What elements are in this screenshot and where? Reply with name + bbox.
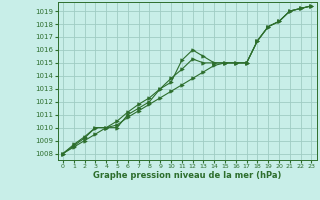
X-axis label: Graphe pression niveau de la mer (hPa): Graphe pression niveau de la mer (hPa) (93, 171, 281, 180)
